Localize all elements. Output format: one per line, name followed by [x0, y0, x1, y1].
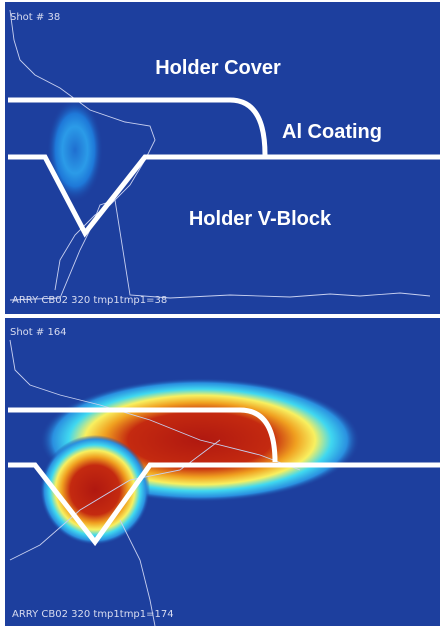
footer-label: ARRY CB02 320 tmp1tmp1=174 — [12, 609, 174, 620]
beam-spot — [47, 98, 103, 202]
region-label: Holder V-Block — [189, 208, 332, 230]
panel-top: Shot # 38 Holder Cover Al Coating Holder… — [5, 2, 440, 314]
figure: Shot # 38 Holder Cover Al Coating Holder… — [0, 0, 445, 628]
region-label: Al Coating — [282, 121, 382, 143]
shot-label: Shot # 164 — [10, 327, 67, 338]
shot-label: Shot # 38 — [10, 12, 60, 23]
region-label: Holder Cover — [155, 57, 281, 79]
panel-bottom: Shot # 164 ARRY CB02 320 tmp1tmp1=174 — [5, 318, 440, 626]
footer-label: ARRY CB02 320 tmp1tmp1=38 — [12, 295, 167, 306]
